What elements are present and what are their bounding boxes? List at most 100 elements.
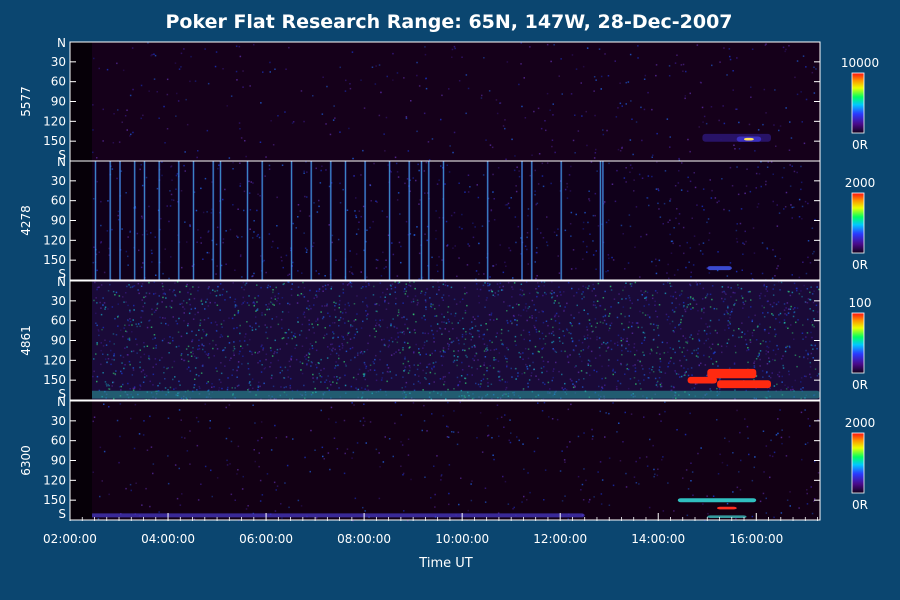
noise-pixel	[209, 301, 211, 304]
noise-pixel	[430, 398, 433, 401]
noise-pixel	[437, 281, 439, 283]
noise-pixel	[551, 293, 553, 295]
noise-pixel	[676, 429, 678, 431]
noise-pixel	[167, 367, 169, 369]
noise-pixel	[381, 339, 383, 341]
noise-pixel	[678, 213, 681, 215]
noise-pixel	[459, 319, 461, 322]
noise-pixel	[798, 276, 801, 279]
noise-pixel	[162, 317, 164, 319]
noise-pixel	[551, 290, 553, 292]
noise-pixel	[92, 198, 95, 200]
noise-pixel	[572, 386, 575, 389]
noise-pixel	[649, 438, 651, 441]
noise-pixel	[766, 166, 769, 168]
noise-pixel	[397, 336, 400, 338]
noise-pixel	[434, 349, 436, 352]
noise-pixel	[324, 305, 326, 307]
noise-pixel	[151, 53, 153, 56]
noise-pixel	[481, 451, 484, 453]
noise-pixel	[601, 343, 603, 345]
y-tick-label: 120	[43, 473, 66, 487]
noise-pixel	[661, 459, 663, 461]
noise-pixel	[306, 363, 308, 365]
noise-pixel	[292, 438, 294, 440]
noise-pixel	[766, 371, 768, 373]
noise-pixel	[745, 240, 747, 243]
noise-pixel	[655, 352, 658, 354]
noise-pixel	[448, 344, 450, 346]
noise-pixel	[102, 304, 104, 306]
noise-pixel	[292, 121, 295, 123]
noise-pixel	[266, 473, 269, 475]
noise-pixel	[142, 305, 144, 308]
noise-pixel	[502, 285, 504, 288]
noise-pixel	[349, 250, 351, 252]
noise-pixel	[169, 336, 171, 338]
noise-pixel	[601, 377, 603, 380]
noise-pixel	[402, 302, 404, 304]
noise-pixel	[100, 342, 102, 344]
noise-pixel	[531, 299, 534, 302]
noise-pixel	[471, 480, 473, 482]
noise-pixel	[211, 208, 213, 211]
noise-pixel	[648, 506, 651, 509]
noise-pixel	[267, 284, 270, 287]
noise-pixel	[418, 278, 420, 280]
noise-pixel	[315, 294, 317, 296]
noise-pixel	[249, 381, 251, 383]
noise-pixel	[178, 467, 180, 470]
noise-pixel	[275, 286, 277, 289]
noise-pixel	[413, 329, 416, 331]
noise-pixel	[571, 325, 573, 327]
noise-pixel	[258, 465, 260, 468]
noise-pixel	[703, 354, 705, 357]
noise-pixel	[171, 300, 173, 302]
noise-pixel	[787, 312, 790, 314]
noise-pixel	[140, 266, 143, 269]
noise-pixel	[604, 384, 606, 386]
noise-pixel	[817, 472, 820, 474]
noise-pixel	[499, 102, 502, 104]
noise-pixel	[768, 332, 770, 334]
noise-pixel	[358, 221, 360, 223]
noise-pixel	[680, 375, 683, 378]
noise-pixel	[204, 403, 206, 405]
noise-pixel	[538, 285, 540, 288]
noise-pixel	[616, 359, 619, 361]
noise-pixel	[294, 332, 296, 335]
noise-pixel	[311, 362, 313, 364]
noise-pixel	[669, 347, 672, 349]
noise-pixel	[536, 202, 539, 205]
noise-pixel	[341, 343, 343, 345]
noise-pixel	[379, 350, 382, 353]
noise-pixel	[250, 351, 253, 353]
noise-pixel	[230, 493, 233, 496]
noise-pixel	[525, 310, 528, 312]
noise-pixel	[480, 97, 483, 99]
noise-pixel	[570, 268, 573, 270]
noise-pixel	[771, 455, 774, 458]
noise-pixel	[271, 246, 273, 248]
noise-pixel	[355, 197, 357, 199]
noise-pixel	[372, 361, 374, 363]
noise-pixel	[275, 489, 277, 491]
noise-pixel	[442, 415, 444, 417]
noise-pixel	[178, 68, 181, 70]
noise-pixel	[366, 276, 368, 278]
noise-pixel	[418, 203, 420, 205]
noise-pixel	[512, 306, 514, 309]
noise-pixel	[703, 209, 705, 211]
noise-pixel	[575, 213, 577, 216]
noise-pixel	[659, 216, 662, 218]
noise-pixel	[489, 339, 491, 342]
noise-pixel	[114, 374, 117, 376]
noise-pixel	[474, 318, 476, 320]
noise-pixel	[263, 368, 266, 370]
noise-pixel	[614, 398, 616, 400]
noise-pixel	[139, 385, 142, 388]
noise-pixel	[689, 284, 692, 287]
noise-pixel	[440, 479, 442, 481]
noise-pixel	[402, 349, 404, 351]
